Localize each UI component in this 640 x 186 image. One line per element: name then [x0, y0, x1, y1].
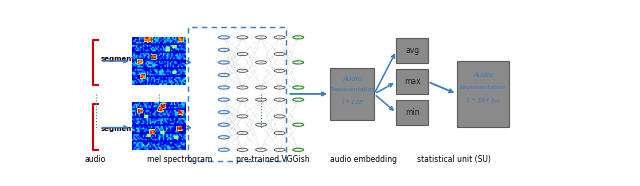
Bar: [457, 61, 509, 127]
Text: min: min: [405, 108, 419, 117]
Text: Audio: Audio: [342, 76, 362, 83]
Text: audio embedding: audio embedding: [330, 155, 397, 164]
Text: segment/: segment/: [101, 126, 138, 132]
Text: audio: audio: [85, 155, 106, 164]
Bar: [396, 38, 428, 63]
Text: avg: avg: [405, 46, 419, 55]
Text: 1 * 384 (u): 1 * 384 (u): [466, 98, 500, 103]
Bar: [396, 100, 428, 125]
Text: mel spectrogram: mel spectrogram: [147, 155, 212, 164]
Text: pre-trained VGGish: pre-trained VGGish: [236, 155, 310, 164]
Text: Audio: Audio: [473, 73, 493, 78]
Text: Representation: Representation: [330, 87, 375, 92]
Text: Representation: Representation: [460, 85, 506, 90]
Text: max: max: [404, 77, 420, 86]
Text: segment1: segment1: [101, 56, 140, 62]
Text: $\ell$ * 128: $\ell$ * 128: [340, 97, 364, 106]
Bar: [396, 69, 428, 94]
Bar: [188, 27, 286, 161]
Bar: [330, 68, 374, 120]
Text: statistical unit (SU): statistical unit (SU): [417, 155, 491, 164]
